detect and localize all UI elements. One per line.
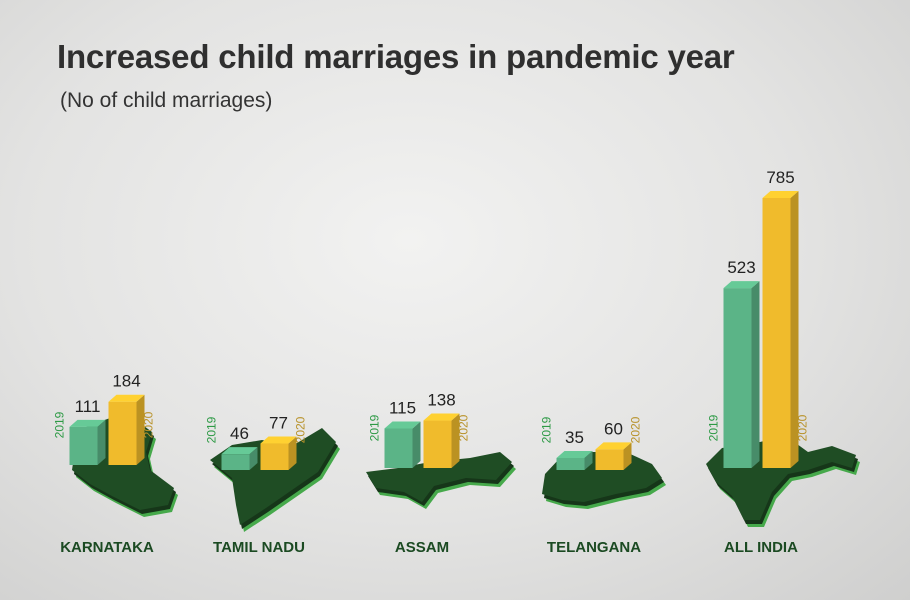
bar-telangana-2019 <box>556 457 585 470</box>
category-label-telangana: TELANGANA <box>547 539 641 556</box>
category-label-karnataka: KARNATAKA <box>60 539 154 556</box>
bar-assam-2020 <box>423 420 452 468</box>
value-label-telangana-2019: 35 <box>565 428 584 447</box>
bar-assam-2020-side <box>451 413 460 468</box>
year-label-assam-2019: 2019 <box>368 414 382 441</box>
year-label-tamil-nadu-2019: 2019 <box>205 416 219 443</box>
group-tamil-nadu: 46 2019 77 2020 TAMIL NADU <box>205 414 340 556</box>
bar-tamil-nadu-2019-side <box>249 447 258 470</box>
bar-tamil-nadu-2020-side <box>288 436 297 470</box>
year-label-telangana-2020: 2020 <box>629 416 643 443</box>
value-label-assam-2019: 115 <box>389 398 416 417</box>
value-label-telangana-2020: 60 <box>604 419 623 438</box>
bar-tamil-nadu-2019 <box>221 454 250 470</box>
bar-tamil-nadu-2020 <box>260 443 289 470</box>
value-label-karnataka-2020: 184 <box>112 372 140 391</box>
bar-telangana-2019-top <box>556 450 593 458</box>
bar-telangana-2020-side <box>623 442 632 470</box>
year-label-all-india-2020: 2020 <box>796 414 810 441</box>
map-assam <box>366 452 512 502</box>
chart-title: Increased child marriages in pandemic ye… <box>57 38 735 75</box>
value-label-karnataka-2019: 111 <box>75 397 101 416</box>
value-label-tamil-nadu-2019: 46 <box>230 424 249 443</box>
bar-telangana-2020-top <box>595 442 632 450</box>
bar-all-india-2020-top <box>762 191 799 198</box>
bar-all-india-2019-top <box>723 281 760 289</box>
bar-assam-2020-top <box>423 413 460 421</box>
year-label-karnataka-2019: 2019 <box>53 411 67 438</box>
bar-telangana-2019-side <box>584 450 593 470</box>
bar-karnataka-2020 <box>108 401 137 465</box>
value-label-all-india-2020: 785 <box>766 168 794 187</box>
year-label-all-india-2019: 2019 <box>707 414 721 441</box>
year-label-assam-2020: 2020 <box>457 414 471 441</box>
year-label-karnataka-2020: 2020 <box>142 411 156 438</box>
bar-karnataka-2019-top <box>69 419 106 427</box>
bar-assam-2019-side <box>412 421 421 468</box>
category-label-all-india: ALL INDIA <box>724 539 798 556</box>
bar-assam-2019-top <box>384 421 421 429</box>
bar-all-india-2020-side <box>790 191 799 468</box>
group-all-india: 523 2019 785 2020 ALL INDIA <box>706 168 860 556</box>
bar-karnataka-2019 <box>69 426 98 465</box>
value-label-all-india-2019: 523 <box>727 258 755 277</box>
bar-tamil-nadu-2019-top <box>221 447 258 455</box>
bar-assam-2019 <box>384 428 413 468</box>
bar-all-india-2019 <box>723 288 752 468</box>
bar-all-india-2019-side <box>751 281 760 468</box>
group-telangana: 35 2019 60 2020 TELANGANA <box>540 416 666 556</box>
category-label-tamil-nadu: TAMIL NADU <box>213 539 305 556</box>
value-label-tamil-nadu-2020: 77 <box>269 414 288 433</box>
year-label-telangana-2019: 2019 <box>540 416 554 443</box>
bar-karnataka-2020-top <box>108 394 145 402</box>
chart-subtitle: (No of child marriages) <box>60 89 273 112</box>
bar-karnataka-2019-side <box>97 419 106 465</box>
value-label-assam-2020: 138 <box>427 391 455 410</box>
bar-tamil-nadu-2020-top <box>260 436 297 444</box>
bar-karnataka-2020-side <box>136 394 145 465</box>
category-label-assam: ASSAM <box>395 539 449 556</box>
bar-telangana-2020 <box>595 449 624 470</box>
group-karnataka: 111 2019 184 2020 KARNATAKA <box>53 372 178 556</box>
bar-all-india-2020 <box>762 198 791 468</box>
year-label-tamil-nadu-2020: 2020 <box>294 416 308 443</box>
